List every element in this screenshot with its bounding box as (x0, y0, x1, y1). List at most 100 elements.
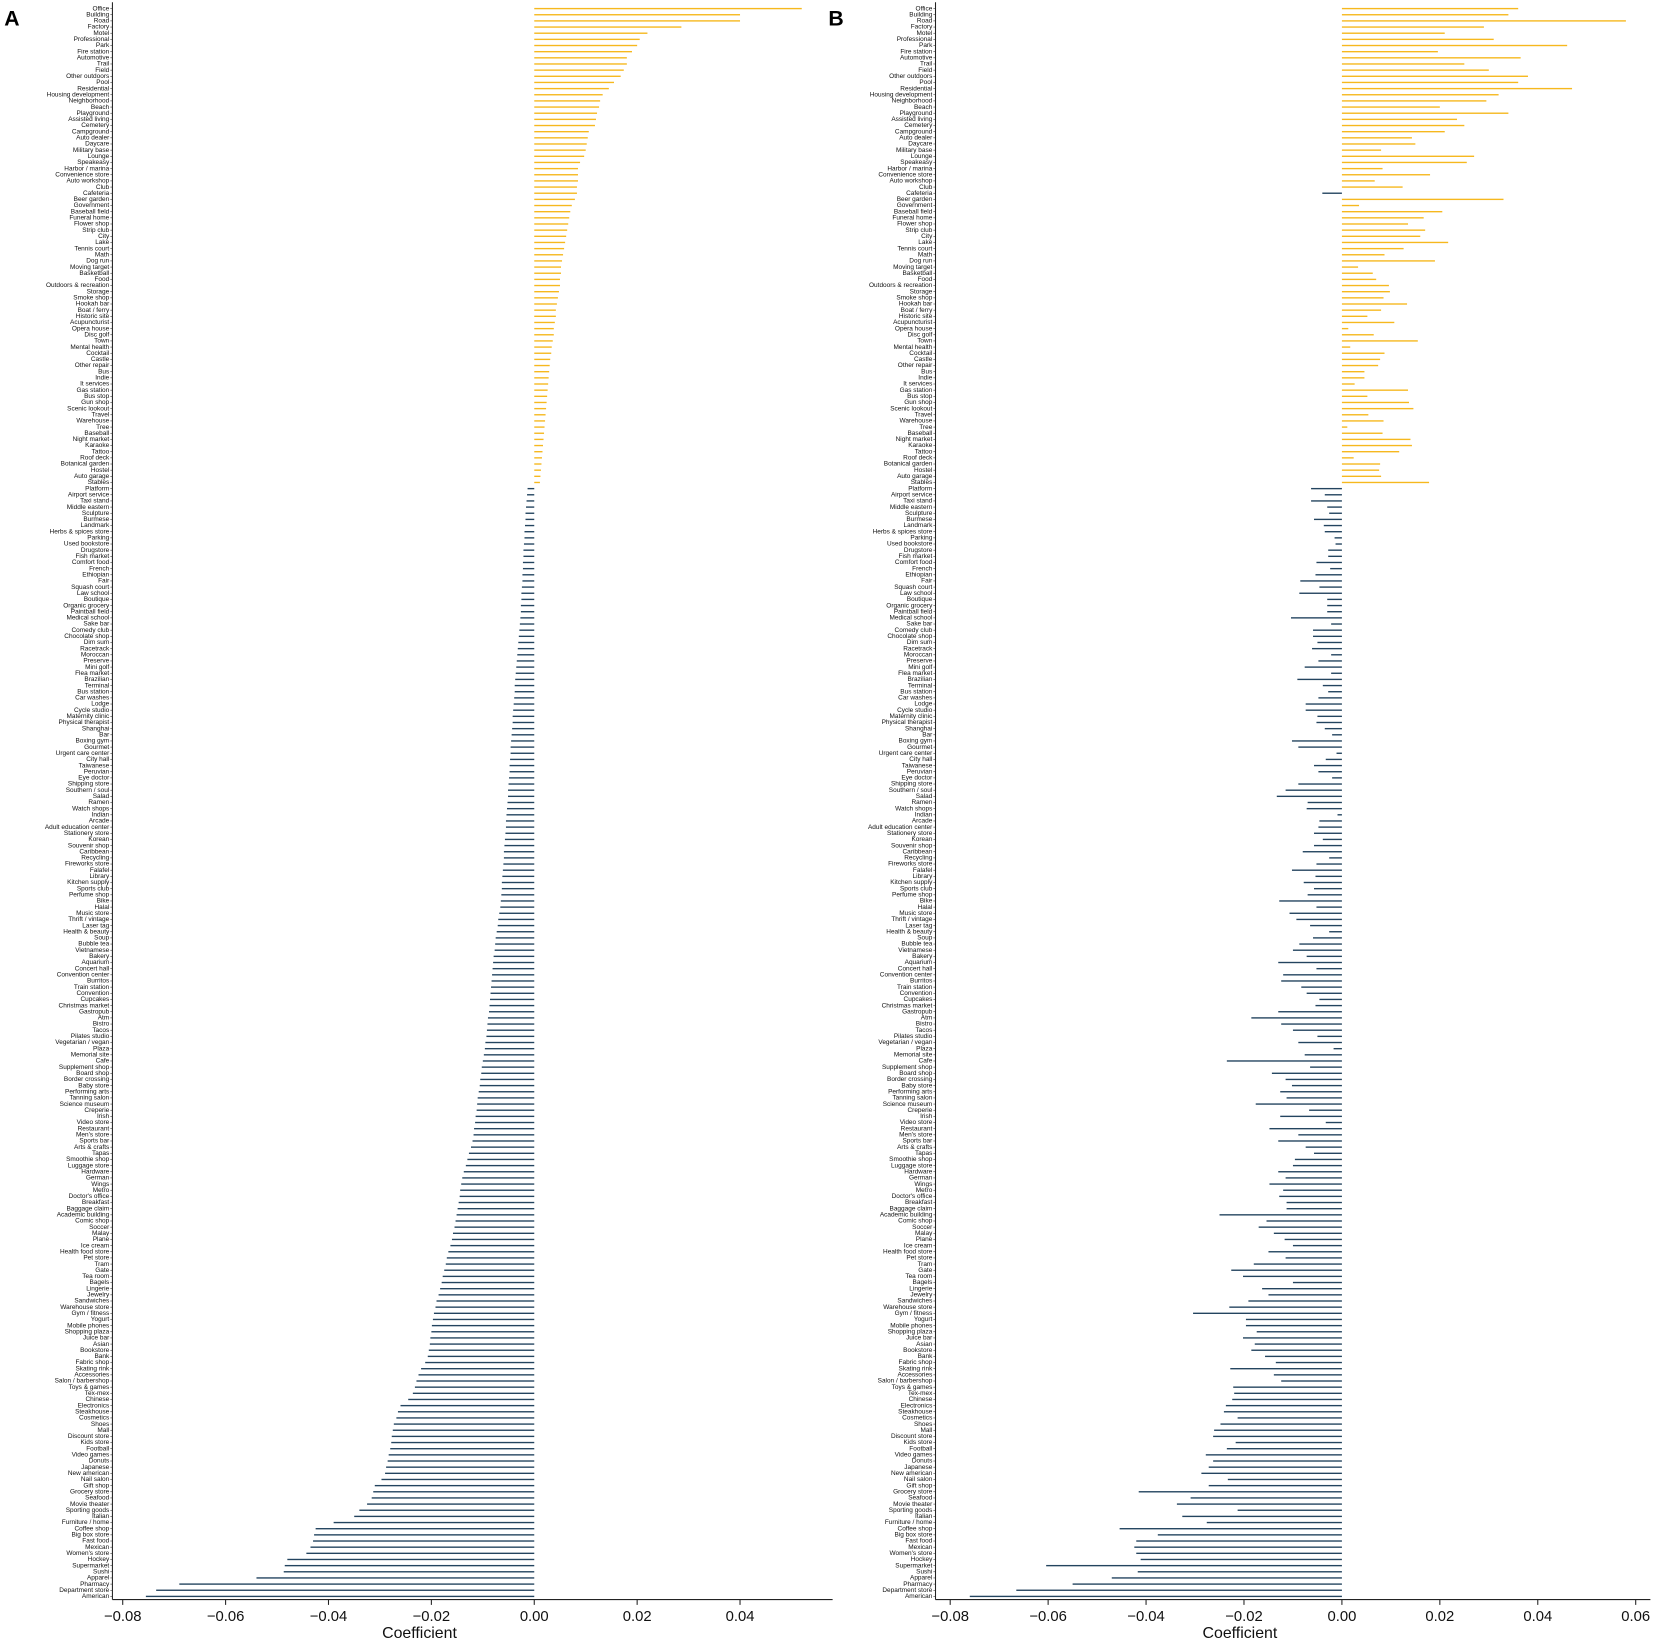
category-label: Apparel (910, 1575, 932, 1582)
category-label: Bagels (913, 1279, 933, 1286)
category-label: Sandwiches (897, 1298, 932, 1305)
bar (1315, 574, 1342, 576)
category-label: Landmark (904, 522, 934, 529)
bar (1341, 395, 1368, 398)
category-label: Military base (73, 147, 110, 154)
bar (1283, 974, 1342, 976)
bar (523, 543, 535, 545)
bar (1327, 506, 1342, 508)
bar (418, 1374, 535, 1376)
bar (1289, 912, 1342, 914)
bar (475, 1121, 535, 1124)
category-label: Gym / fitness (71, 1310, 109, 1317)
category-label: Indie (918, 375, 932, 382)
bar (534, 198, 575, 201)
x-tick-label: −0.06 (207, 1609, 245, 1625)
bar (1255, 1103, 1342, 1105)
bar (470, 1146, 535, 1148)
bar (1325, 758, 1342, 761)
bar (1341, 303, 1408, 305)
bar (1292, 1164, 1342, 1167)
bar (1341, 149, 1382, 151)
bar (534, 340, 553, 342)
category-label: City hall (86, 756, 109, 763)
bar (1341, 457, 1354, 459)
bar (1279, 1195, 1342, 1198)
category-label: Herbs & spices store (873, 528, 933, 535)
bar (414, 1386, 535, 1388)
bar (1298, 1041, 1342, 1044)
bar (534, 278, 560, 281)
bar (1341, 315, 1368, 317)
category-label: Night market (896, 436, 933, 443)
category-label: Middle eastern (67, 504, 110, 511)
category-label: Maternity clinic (890, 713, 934, 720)
category-label: Fish market (75, 553, 109, 560)
category-label: Restaurant (78, 1125, 110, 1132)
category-label: Neighborhood (69, 98, 110, 105)
bar (1341, 481, 1430, 484)
bar (1237, 1417, 1342, 1419)
bar (481, 1066, 535, 1068)
bar (1285, 1078, 1342, 1081)
category-label: Motel (93, 30, 109, 37)
bar (1341, 377, 1365, 379)
bar (1341, 186, 1403, 188)
bar (534, 217, 570, 219)
bar (442, 1275, 535, 1278)
bar (1341, 340, 1418, 342)
bar (520, 604, 535, 607)
bar (1341, 112, 1509, 114)
bar (1258, 1226, 1342, 1228)
bar (1341, 7, 1519, 10)
bar (534, 260, 563, 262)
category-label: Hookah bar (899, 301, 933, 308)
bar (1276, 795, 1342, 798)
bar (1323, 524, 1342, 527)
category-label: Drugstore (81, 547, 110, 554)
category-label: Electronics (78, 1402, 110, 1409)
bar (1333, 1047, 1342, 1050)
bar (1265, 1355, 1342, 1358)
bar (1268, 1294, 1342, 1296)
bar (534, 321, 555, 324)
bar (1317, 641, 1342, 644)
bar (1213, 1435, 1342, 1438)
bar (500, 900, 535, 902)
bar (1262, 1288, 1342, 1290)
bar (256, 1577, 535, 1579)
bar (1292, 949, 1342, 951)
category-label: Mini golf (908, 664, 932, 671)
bar (505, 832, 535, 834)
bar (534, 303, 557, 305)
bar (1136, 1540, 1342, 1542)
bar (492, 967, 535, 970)
category-label: Disc golf (908, 331, 933, 338)
category-label: Funeral home (69, 215, 109, 222)
category-label: Luggage store (891, 1162, 933, 1169)
bar (1341, 130, 1445, 133)
category-label: Scenic lookout (890, 405, 932, 412)
category-label: Korean (911, 836, 932, 843)
bar (1016, 1589, 1342, 1591)
category-label: Pilates studio (894, 1033, 933, 1040)
category-label: Recycling (904, 855, 932, 862)
category-label: Soup (917, 935, 933, 942)
bar (534, 241, 566, 244)
category-label: Taxi stand (903, 498, 933, 505)
category-label: Flea market (898, 670, 932, 677)
category-label: Men's store (899, 1132, 933, 1139)
bar (534, 137, 588, 139)
category-label: Physical therapist (882, 719, 933, 726)
category-label: Aquarium (82, 959, 110, 966)
bar (463, 1171, 535, 1173)
category-label: Dim sum (84, 639, 110, 646)
bar (1281, 980, 1342, 982)
category-label: Memorial site (894, 1052, 933, 1059)
category-label: Plaza (93, 1045, 110, 1052)
bar (438, 1294, 535, 1296)
category-label: Steakhouse (898, 1408, 933, 1415)
category-label: Mobile phones (67, 1322, 109, 1329)
category-label: Sake bar (906, 621, 933, 628)
